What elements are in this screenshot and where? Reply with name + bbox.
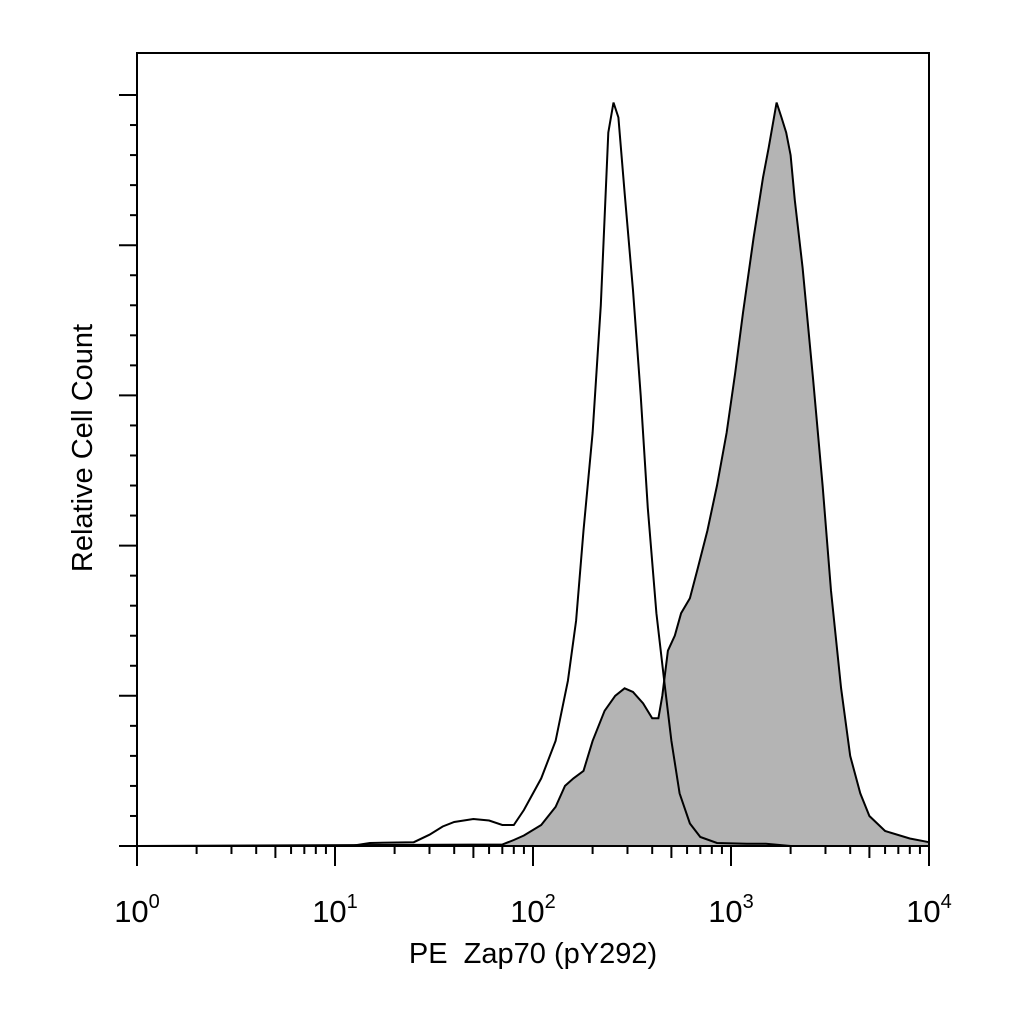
x-axis-label: PE Zap70 (pY292) bbox=[409, 938, 657, 970]
series-layer bbox=[136, 102, 930, 847]
x-tick-label-text: 103 bbox=[708, 891, 754, 929]
x-tick-label-text: 102 bbox=[510, 891, 556, 929]
plot-frame bbox=[136, 52, 930, 847]
x-tick-label: 102 bbox=[510, 891, 556, 929]
x-tick-label: 103 bbox=[708, 891, 754, 929]
x-tick-label-text: 104 bbox=[906, 891, 952, 929]
x-tick-label: 104 bbox=[906, 891, 952, 929]
open-histogram-line bbox=[137, 102, 929, 847]
x-tick-label: 100 bbox=[114, 891, 160, 929]
x-tick-label-text: 101 bbox=[312, 891, 358, 929]
filled-histogram-outline bbox=[136, 102, 930, 847]
x-tick-label: 101 bbox=[312, 891, 358, 929]
filled-histogram-area bbox=[137, 102, 929, 846]
x-ticks bbox=[136, 846, 930, 866]
x-tick-labels: 100 101 102 103 104 bbox=[114, 891, 952, 929]
y-ticks bbox=[119, 94, 137, 847]
y-axis-label: Relative Cell Count bbox=[67, 324, 99, 572]
x-tick-label-text: 100 bbox=[114, 891, 160, 929]
